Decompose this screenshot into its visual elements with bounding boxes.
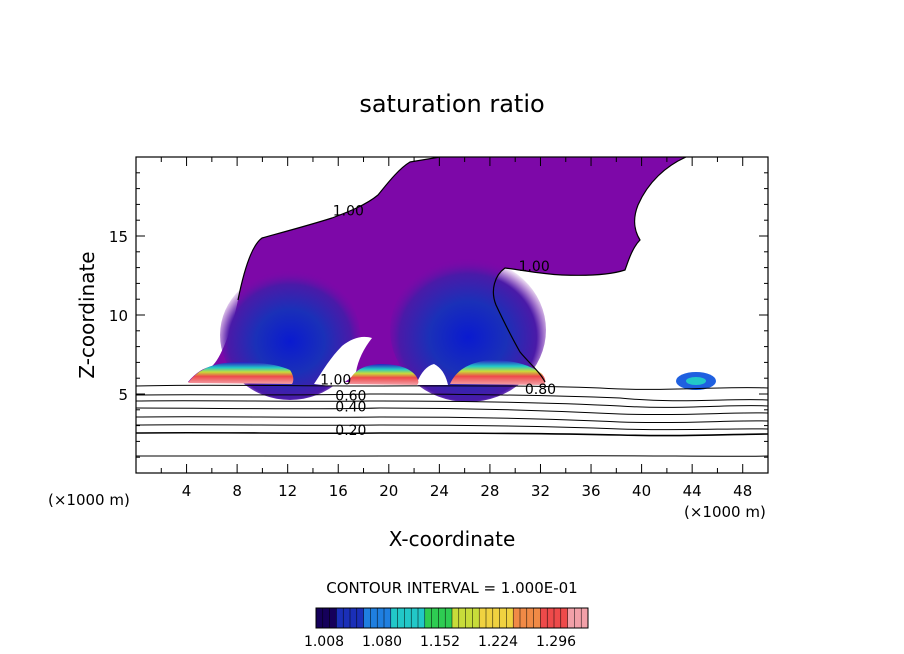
contour-label: 0.20 — [335, 423, 366, 439]
colorbar-cell — [343, 608, 351, 628]
colorbar-cell — [404, 608, 412, 628]
colorbar-cell — [384, 608, 392, 628]
y-axis-label: Z-coordinate — [75, 251, 99, 378]
x-tick-label: 8 — [232, 482, 242, 500]
colorbar-cell — [452, 608, 460, 628]
contour-line — [136, 393, 768, 402]
colorbar-cell — [547, 608, 555, 628]
colorbar-cell — [533, 608, 541, 628]
colorbar-cell — [411, 608, 419, 628]
x-tick-label: 24 — [430, 482, 449, 500]
colorbar-tick-labels: 1.008 1.080 1.152 1.224 1.296 — [304, 634, 576, 650]
colorbar-cell — [424, 608, 433, 628]
x-tick-label: 16 — [329, 482, 348, 500]
colorbar-cell — [506, 608, 514, 628]
contour-label: 1.00 — [320, 373, 351, 389]
colorbar-cell — [574, 608, 582, 628]
colorbar-cell — [486, 608, 494, 628]
x-tick-label: 32 — [531, 482, 550, 500]
bright-band-left — [188, 362, 294, 384]
contour-lines — [136, 157, 768, 457]
colorbar-cell — [567, 608, 575, 628]
contour-label: 1.00 — [333, 203, 364, 219]
contour-label: 0.40 — [335, 399, 366, 415]
colorbar-cell — [316, 608, 324, 628]
contour-label: 1.00 — [519, 259, 550, 275]
colorbar-frame — [315, 607, 589, 629]
y-tick-label: 5 — [118, 386, 128, 404]
colorbar-tick-label: 1.296 — [536, 634, 576, 650]
contour-line — [136, 416, 768, 424]
colorbar-tick-label: 1.008 — [304, 634, 344, 650]
colorbar-cell — [356, 608, 365, 628]
colorbar-tick-label: 1.224 — [478, 634, 518, 650]
saturation-field — [188, 157, 716, 402]
colorbar-cell — [370, 608, 378, 628]
colorbar-cell — [499, 608, 507, 628]
x-tick-label: 48 — [733, 482, 752, 500]
colorbar-cell — [350, 608, 358, 628]
x-unit-left: (×1000 m) — [48, 491, 130, 509]
colorbar-cell — [554, 608, 562, 628]
contour-interval-note: CONTOUR INTERVAL = 1.000E-01 — [326, 579, 577, 597]
colorbar-cell — [479, 608, 487, 628]
colorbar-cell — [438, 608, 446, 628]
colorbar-cell — [465, 608, 473, 628]
y-tick-label: 10 — [109, 307, 128, 325]
contour-line — [136, 407, 768, 416]
x-unit-right: (×1000 m) — [684, 503, 766, 521]
colorbar-cell — [377, 608, 385, 628]
x-tick-label: 44 — [683, 482, 702, 500]
x-tick-label: 20 — [379, 482, 398, 500]
y-axis: 5 10 15 — [109, 172, 768, 458]
colorbar-cell — [520, 608, 528, 628]
bright-band-center — [348, 364, 419, 385]
x-tick-label: 28 — [480, 482, 499, 500]
contour-line — [136, 455, 768, 457]
x-axis-label: X-coordinate — [389, 527, 516, 551]
colorbar-cell — [581, 608, 589, 628]
contour-line — [136, 400, 768, 408]
small-cell-core — [686, 377, 706, 385]
x-tick-label: 12 — [278, 482, 297, 500]
contour-line — [136, 424, 768, 431]
colorbar-cell — [445, 608, 453, 628]
colorbar-cell — [492, 608, 501, 628]
colorbar-cell — [418, 608, 426, 628]
colorbar-cell — [526, 608, 535, 628]
x-axis: 4 8 12 16 20 24 28 32 36 40 44 48 — [160, 157, 752, 500]
colorbar-cell — [472, 608, 480, 628]
x-tick-label: 40 — [632, 482, 651, 500]
colorbar-cell — [329, 608, 337, 628]
contour-line — [136, 431, 768, 437]
contour-line — [237, 157, 687, 383]
colorbar-cell — [336, 608, 344, 628]
colorbar-cell — [560, 608, 569, 628]
x-tick-label: 36 — [581, 482, 600, 500]
gap-region — [416, 364, 448, 385]
colorbar-cell — [513, 608, 521, 628]
colorbar-cell — [363, 608, 371, 628]
contour-label: 0.80 — [525, 382, 556, 398]
colorbar-cell — [458, 608, 467, 628]
colorbar-cell — [540, 608, 548, 628]
colorbar-cell — [431, 608, 439, 628]
contour-labels: 1.001.001.000.600.400.200.80 — [320, 203, 556, 439]
chart-title: saturation ratio — [359, 90, 544, 118]
colorbar-tick-label: 1.152 — [420, 634, 460, 650]
colorbar-tick-label: 1.080 — [362, 634, 402, 650]
colorbar-cell — [322, 608, 331, 628]
colorbar-cell — [390, 608, 399, 628]
x-tick-label: 4 — [182, 482, 192, 500]
y-tick-label: 15 — [109, 228, 128, 246]
colorbar — [315, 607, 589, 629]
gap-region — [314, 336, 372, 386]
bright-band-right — [450, 360, 546, 385]
contour-line — [136, 384, 768, 390]
colorbar-cell — [397, 608, 405, 628]
contour-label: 0.60 — [335, 388, 366, 404]
